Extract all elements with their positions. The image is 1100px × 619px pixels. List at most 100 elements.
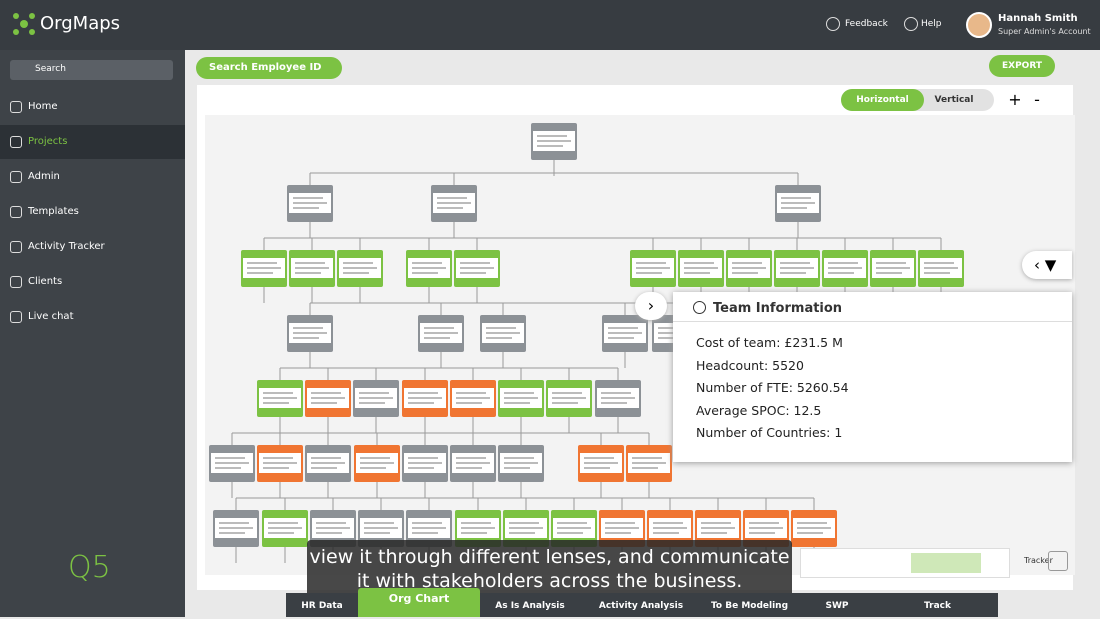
org-node-text <box>504 462 538 464</box>
org-node-text <box>504 392 534 394</box>
tab[interactable]: Activity Analysis <box>598 601 684 611</box>
org-node-text <box>460 267 494 269</box>
org-node-text <box>424 337 450 339</box>
org-node-text <box>293 327 323 329</box>
nav-item[interactable]: Admin <box>0 160 185 194</box>
export-button[interactable]: EXPORT <box>989 55 1055 77</box>
nav-item[interactable]: Templates <box>0 195 185 229</box>
org-node-text <box>584 467 610 469</box>
org-node-text <box>509 527 543 529</box>
org-node-text <box>219 522 249 524</box>
nav-item[interactable]: Home <box>0 90 185 124</box>
org-node-text <box>608 327 638 329</box>
org-node-text <box>601 402 627 404</box>
org-node-text <box>828 267 862 269</box>
org-node-text <box>343 272 369 274</box>
org-node-text <box>424 332 458 334</box>
org-node-text <box>876 267 910 269</box>
nav-item[interactable]: Clients <box>0 265 185 299</box>
nav-item[interactable]: Projects <box>0 125 185 159</box>
help-icon <box>904 17 918 31</box>
zoom-in[interactable]: + <box>1005 90 1025 110</box>
org-node-text <box>797 522 827 524</box>
team-info-title: Team Information <box>713 301 843 316</box>
org-node-text <box>537 145 563 147</box>
org-node-text <box>456 462 490 464</box>
org-node-text <box>732 262 762 264</box>
org-node-text <box>584 457 614 459</box>
org-node-text <box>608 337 634 339</box>
vertical-button[interactable]: Vertical <box>934 95 974 105</box>
org-node-text <box>268 522 298 524</box>
org-node-text <box>636 262 666 264</box>
user-role: Super Admin's Account <box>998 27 1091 36</box>
org-node-text <box>461 532 487 534</box>
org-node-text <box>364 527 398 529</box>
org-node-text <box>408 392 438 394</box>
zoom-out[interactable]: - <box>1027 90 1047 110</box>
org-node-text <box>311 397 345 399</box>
org-node-text <box>605 532 631 534</box>
org-node-text <box>311 467 337 469</box>
org-node-text <box>343 262 373 264</box>
avatar[interactable] <box>966 12 992 38</box>
org-node-text <box>437 207 463 209</box>
nav-item[interactable]: Activity Tracker <box>0 230 185 264</box>
collapse-button[interactable]: › <box>635 292 667 320</box>
tab[interactable]: Track <box>924 601 951 611</box>
org-node-text <box>293 207 319 209</box>
org-node-text <box>504 397 538 399</box>
tab[interactable]: Org Chart <box>358 588 480 617</box>
info-line: Headcount: 5520 <box>696 357 804 373</box>
header: OrgMaps Feedback Help Hannah Smith Super… <box>0 0 1100 50</box>
org-node-text <box>456 397 490 399</box>
org-node-text <box>461 527 495 529</box>
org-node-text <box>364 522 394 524</box>
org-node-text <box>781 202 815 204</box>
nav-item[interactable]: Live chat <box>0 300 185 334</box>
org-node-text <box>701 522 731 524</box>
org-node-text <box>247 272 273 274</box>
org-node-text <box>408 457 438 459</box>
org-node-text <box>437 197 467 199</box>
org-node-text <box>461 522 491 524</box>
search-box[interactable]: Search <box>10 60 173 80</box>
org-node-text <box>456 467 482 469</box>
minimap[interactable] <box>800 548 1010 578</box>
org-node-text <box>293 337 319 339</box>
org-node-text <box>504 457 534 459</box>
org-node-text <box>412 527 446 529</box>
tab-bar: HR Data Org Chart As Is Analysis Activity A… <box>286 588 998 617</box>
org-node-text <box>263 392 293 394</box>
tab[interactable]: As Is Analysis <box>495 601 565 611</box>
filter-toggle[interactable]: ‹ ▼ <box>1022 251 1072 279</box>
tab[interactable]: To Be Modeling <box>710 601 789 611</box>
tab[interactable]: SWP <box>825 601 849 611</box>
org-node-text <box>732 272 758 274</box>
tab[interactable]: HR Data <box>301 601 343 611</box>
org-node-text <box>636 272 662 274</box>
feedback[interactable]: Feedback <box>845 19 888 29</box>
feedback-icon <box>826 17 840 31</box>
org-node-text <box>456 392 486 394</box>
search-employee[interactable]: Search Employee ID <box>196 57 342 79</box>
org-node-text <box>360 462 394 464</box>
nav-icon <box>10 101 22 113</box>
org-node-text <box>219 527 253 529</box>
org-node-text <box>456 457 486 459</box>
tracker-button[interactable] <box>1048 551 1068 571</box>
org-node-text <box>632 462 666 464</box>
org-node-text <box>263 462 297 464</box>
org-node-text <box>509 522 539 524</box>
org-node-text <box>412 267 446 269</box>
org-node-text <box>360 467 386 469</box>
org-node-text <box>311 457 341 459</box>
org-node-text <box>316 522 346 524</box>
org-node-text <box>632 467 658 469</box>
org-node-text <box>412 532 438 534</box>
org-node-text <box>268 527 302 529</box>
horizontal-button[interactable]: Horizontal <box>841 89 924 111</box>
org-node-text <box>412 262 442 264</box>
help[interactable]: Help <box>921 19 942 29</box>
nav-icon <box>10 171 22 183</box>
